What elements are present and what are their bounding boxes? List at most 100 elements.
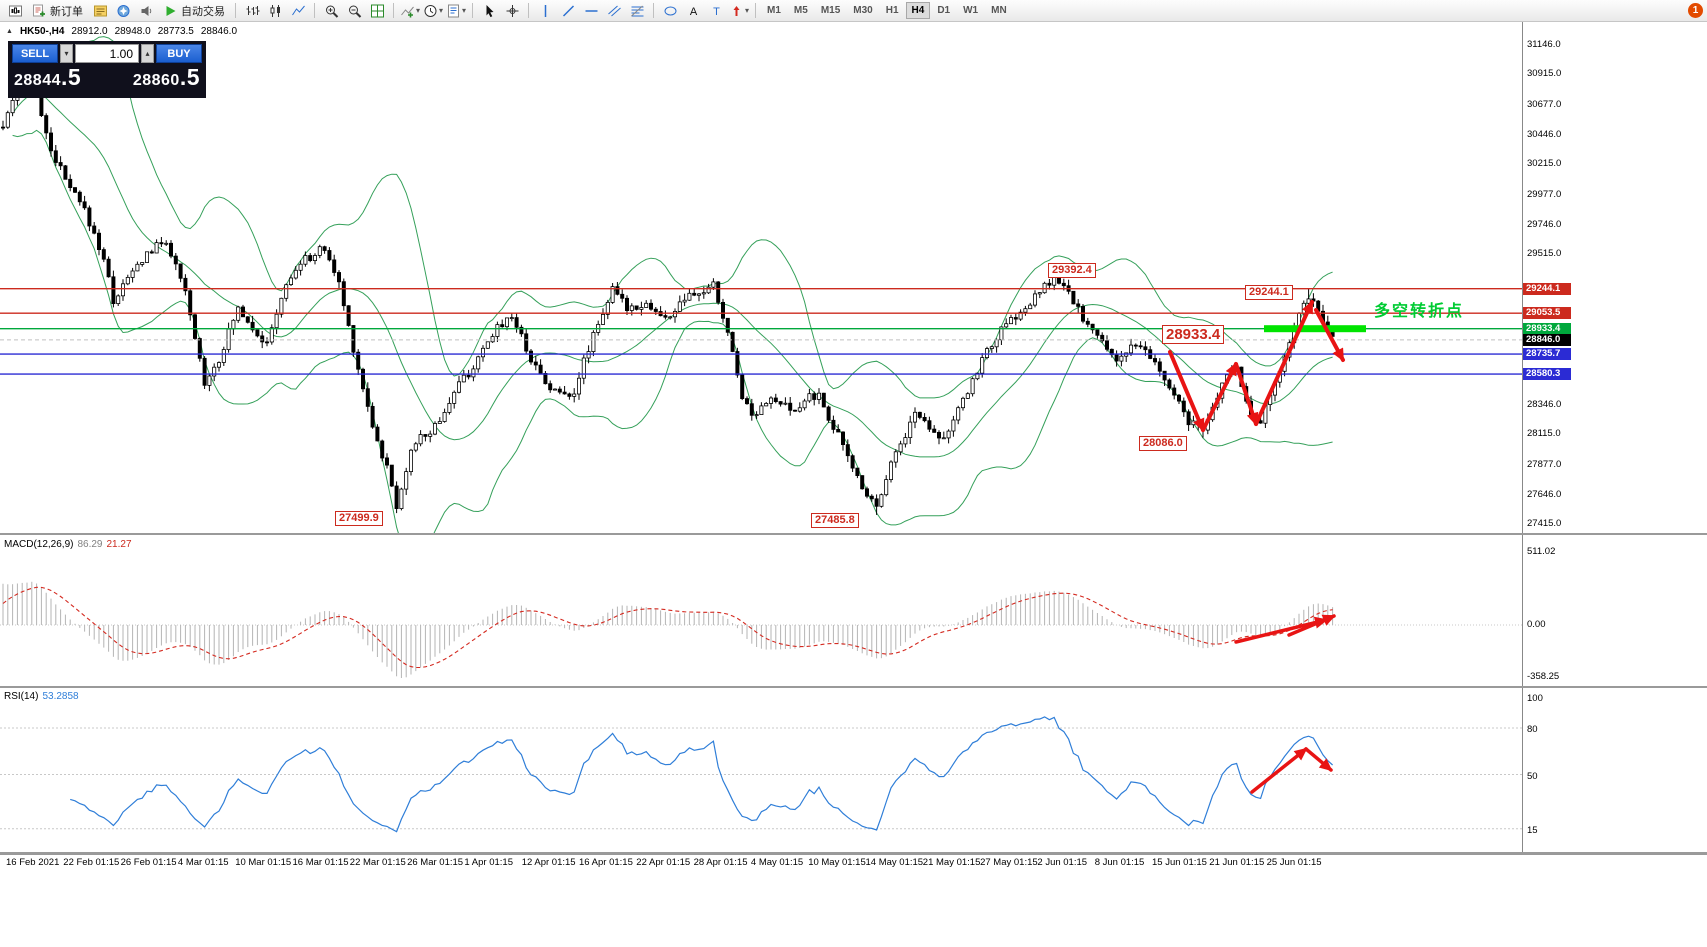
price-tick: 28115.0	[1527, 428, 1561, 440]
timeframe-h4-button[interactable]: H4	[905, 2, 931, 19]
price-flag[interactable]: 28933.4	[1162, 325, 1225, 344]
trendline-icon	[561, 4, 576, 18]
chevron-down-icon[interactable]: ▾	[744, 6, 749, 15]
line-chart-icon[interactable]	[287, 2, 309, 20]
price-tick: 29977.0	[1527, 188, 1562, 200]
new-order-button[interactable]: 新订单	[27, 2, 88, 20]
price-tick: 30915.0	[1527, 68, 1562, 80]
label-icon[interactable]: T	[705, 2, 727, 20]
text-icon[interactable]: A	[682, 2, 704, 20]
arrows-icon	[729, 4, 744, 18]
chevron-down-icon[interactable]: ▾	[415, 6, 420, 15]
indicators-icon[interactable]: ▾	[399, 2, 421, 20]
time-axis[interactable]	[0, 854, 1707, 874]
macd-plot	[0, 581, 1522, 678]
zoom-in-icon[interactable]	[320, 2, 342, 20]
vertical-line-icon[interactable]	[534, 2, 556, 20]
date-label: 25 Jun 01:15	[1266, 857, 1322, 868]
date-label: 16 Apr 01:15	[579, 857, 633, 868]
volume-input[interactable]: 1.00	[75, 44, 139, 63]
new-order-button-label: 新订单	[50, 5, 83, 18]
svg-text:T: T	[713, 6, 720, 18]
buy-price: 28860.5	[132, 64, 200, 90]
price-badge: 28846.0	[1523, 333, 1571, 346]
date-label: 2 Jun 01:15	[1037, 857, 1088, 868]
shapes-icon[interactable]	[659, 2, 681, 20]
fibonacci-icon[interactable]	[626, 2, 648, 20]
date-label: 22 Feb 01:15	[63, 857, 120, 868]
panel-divider[interactable]	[0, 852, 1707, 854]
timeframe-m1-button[interactable]: M1	[767, 5, 781, 16]
bar-chart-icon[interactable]	[241, 2, 263, 20]
channel-icon[interactable]	[603, 2, 625, 20]
periods-icon[interactable]: ▾	[422, 2, 444, 20]
notification-badge[interactable]: 1	[1688, 3, 1703, 18]
tile-windows-icon[interactable]	[366, 2, 388, 20]
templates-icon[interactable]: ▾	[445, 2, 467, 20]
timeframe-w1-button[interactable]: W1	[963, 5, 979, 16]
date-label: 22 Apr 01:15	[636, 857, 691, 868]
timeframe-m5-button[interactable]: M5	[793, 5, 808, 16]
panel-divider[interactable]	[0, 686, 1707, 688]
chevron-down-icon[interactable]: ▾	[461, 6, 466, 15]
chart-window-icon[interactable]	[4, 2, 26, 20]
trend-arrows[interactable]	[1168, 300, 1345, 794]
toolbar-separator	[235, 3, 236, 18]
timeframe-d1-button[interactable]: D1	[937, 5, 951, 16]
trendline-icon[interactable]	[557, 2, 579, 20]
date-label: 26 Mar 01:15	[407, 857, 464, 868]
cursor-icon[interactable]	[478, 2, 500, 20]
sell-button[interactable]: SELL	[12, 44, 58, 63]
price-axis[interactable]	[1523, 22, 1707, 853]
navigator-icon[interactable]	[112, 2, 134, 20]
crosshair-icon	[505, 4, 520, 18]
chart-annotation-text[interactable]: 多空转折点	[1374, 303, 1465, 320]
date-label: 15 Jun 01:15	[1152, 857, 1207, 868]
date-label: 1 Apr 01:15	[464, 857, 513, 868]
market-watch-icon	[93, 4, 108, 18]
templates-icon	[446, 4, 461, 18]
price-tick: 30215.0	[1527, 158, 1562, 170]
buy-button[interactable]: BUY	[156, 44, 202, 63]
timeframe-mn-button[interactable]: MN	[991, 5, 1007, 16]
price-flag[interactable]: 28086.0	[1139, 436, 1187, 451]
text-icon: A	[686, 4, 701, 18]
zoom-out-icon[interactable]	[343, 2, 365, 20]
fibonacci-icon	[630, 4, 645, 18]
timeframe-m30-button[interactable]: M30	[853, 5, 873, 16]
one-click-trading-panel: SELL ▾ 1.00 ▴ BUY 28844.5 28860.5	[8, 41, 206, 98]
oneclick-toggle[interactable]: ▲	[6, 28, 13, 35]
ohlc-close: 28846.0	[200, 26, 238, 37]
chevron-down-icon[interactable]: ▾	[438, 6, 443, 15]
ohlc-high: 28948.0	[114, 26, 151, 37]
toolbar-separator	[472, 3, 473, 18]
market-watch-icon[interactable]	[89, 2, 111, 20]
horizontal-line-icon[interactable]	[580, 2, 602, 20]
autotrading-button[interactable]: 自动交易	[158, 2, 230, 20]
autotrading-button-label: 自动交易	[181, 5, 225, 18]
candlestick-chart-icon[interactable]	[264, 2, 286, 20]
crosshair-icon[interactable]	[501, 2, 523, 20]
panel-divider[interactable]	[0, 533, 1707, 535]
candlestick-chart-icon	[268, 4, 283, 18]
volume-decrease-button[interactable]: ▾	[60, 44, 73, 63]
macd-axis-label: -358.25	[1527, 671, 1560, 682]
symbol-label: HK50-,H4	[19, 26, 65, 37]
price-tick: 27646.0	[1527, 488, 1562, 500]
price-flag[interactable]: 29244.1	[1245, 285, 1293, 300]
price-flag[interactable]: 27485.8	[811, 513, 859, 528]
new-order-icon	[32, 4, 47, 18]
timeframe-h1-button[interactable]: H1	[885, 5, 899, 16]
macd-axis-label: 511.02	[1527, 546, 1556, 557]
sound-icon[interactable]	[135, 2, 157, 20]
timeframe-m15-button[interactable]: M15	[820, 5, 841, 16]
volume-increase-button[interactable]: ▴	[141, 44, 154, 63]
turning-point-bar[interactable]	[1264, 325, 1366, 333]
price-flag[interactable]: 29392.4	[1048, 263, 1096, 278]
zoom-in-icon	[324, 4, 339, 18]
price-flag[interactable]: 27499.9	[335, 511, 383, 526]
label-icon: T	[709, 4, 724, 18]
arrows-icon[interactable]: ▾	[728, 2, 750, 20]
cursor-icon	[482, 4, 497, 18]
